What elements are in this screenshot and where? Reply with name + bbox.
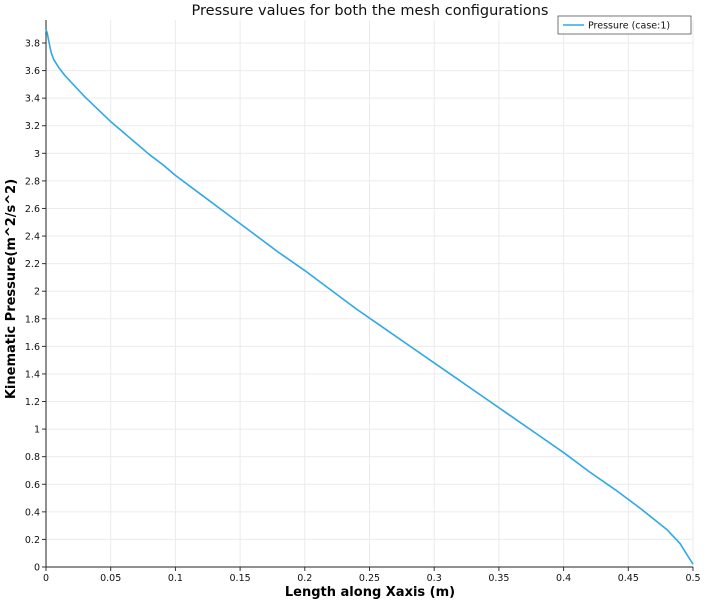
y-tick-label: 1 — [34, 425, 40, 436]
y-tick-label: 1.4 — [25, 369, 40, 380]
chart-title: Pressure values for both the mesh config… — [192, 3, 549, 19]
y-tick-label: 3.6 — [25, 66, 40, 77]
y-tick-label: 2.4 — [25, 232, 40, 243]
y-tick-label: 3.4 — [25, 94, 40, 105]
x-tick-label: 0.3 — [427, 573, 442, 584]
y-tick-label: 1.8 — [25, 314, 40, 325]
y-tick-label: 0.2 — [25, 535, 40, 546]
legend: Pressure (case:1) — [557, 15, 692, 35]
y-tick-label: 0.6 — [25, 480, 40, 491]
y-tick-label: 3.2 — [25, 121, 40, 132]
y-axis-label: Kinematic Pressure(m^2/s^2) — [4, 179, 19, 399]
x-tick-label: 0.45 — [618, 573, 639, 584]
legend-label: Pressure (case:1) — [588, 21, 670, 32]
x-tick-label: 0.5 — [685, 573, 700, 584]
y-tick-label: 0.8 — [25, 452, 40, 463]
x-axis-label: Length along Xaxis (m) — [285, 585, 455, 600]
y-tick-label: 2 — [34, 287, 40, 298]
tick-labels: 0 0.05 0.1 0.15 0.2 0.25 0.3 0.35 0.4 0.45 0.5 0 0.2… — [25, 39, 701, 585]
x-tick-label: 0 — [43, 573, 49, 584]
legend-box — [557, 15, 692, 35]
y-tick-label: 2.2 — [25, 259, 40, 270]
y-tick-label: 2.6 — [25, 204, 40, 215]
axes — [42, 20, 694, 571]
x-tick-label: 0.15 — [230, 573, 251, 584]
x-tick-label: 0.35 — [488, 573, 509, 584]
x-tick-label: 0.2 — [297, 573, 312, 584]
x-tick-label: 0.25 — [359, 573, 380, 584]
y-tick-label: 3 — [34, 149, 40, 160]
y-tick-label: 2.8 — [25, 176, 40, 187]
x-tick-label: 0.05 — [100, 573, 121, 584]
y-tick-label: 1.2 — [25, 397, 40, 408]
series-line — [45, 28, 694, 565]
grid — [45, 20, 694, 568]
y-tick-label: 0 — [34, 563, 40, 574]
x-tick-label: 0.4 — [556, 573, 571, 584]
x-tick-label: 0.1 — [168, 573, 183, 584]
y-tick-label: 0.4 — [25, 507, 40, 518]
series-lines — [45, 28, 694, 565]
y-tick-label: 1.6 — [25, 342, 40, 353]
y-tick-label: 3.8 — [25, 39, 40, 50]
